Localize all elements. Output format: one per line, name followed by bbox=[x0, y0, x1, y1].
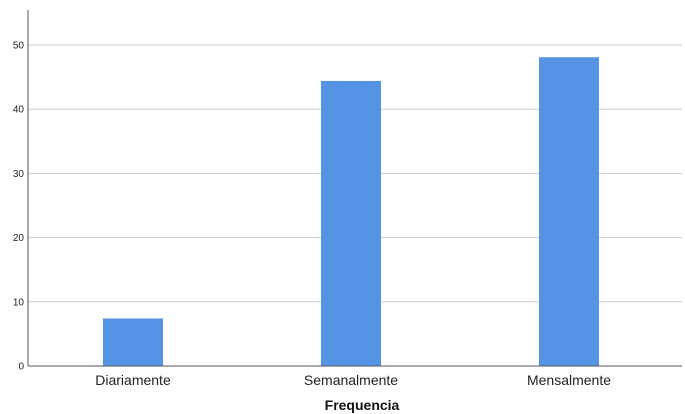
y-tick-label: 30 bbox=[13, 169, 25, 180]
y-tick-label: 0 bbox=[18, 362, 24, 373]
x-axis-title: Frequencia bbox=[325, 397, 400, 413]
y-tick-label: 20 bbox=[13, 233, 25, 244]
x-tick-label: Semanalmente bbox=[304, 372, 398, 388]
x-tick-label: Diariamente bbox=[95, 372, 171, 388]
bar-mensalmente bbox=[539, 57, 599, 366]
x-tick-labels: Diariamente Semanalmente Mensalmente bbox=[95, 372, 611, 388]
y-tick-label: 50 bbox=[13, 41, 25, 52]
axes bbox=[27, 10, 682, 367]
bar-semanalmente bbox=[321, 80, 381, 367]
x-tick-label: Mensalmente bbox=[527, 372, 611, 388]
bars bbox=[103, 57, 599, 367]
y-tick-label: 40 bbox=[13, 105, 25, 116]
y-tick-label: 10 bbox=[13, 297, 25, 308]
y-tick-labels: 0 10 20 30 40 50 bbox=[13, 41, 25, 373]
bar-diariamente bbox=[103, 318, 163, 366]
